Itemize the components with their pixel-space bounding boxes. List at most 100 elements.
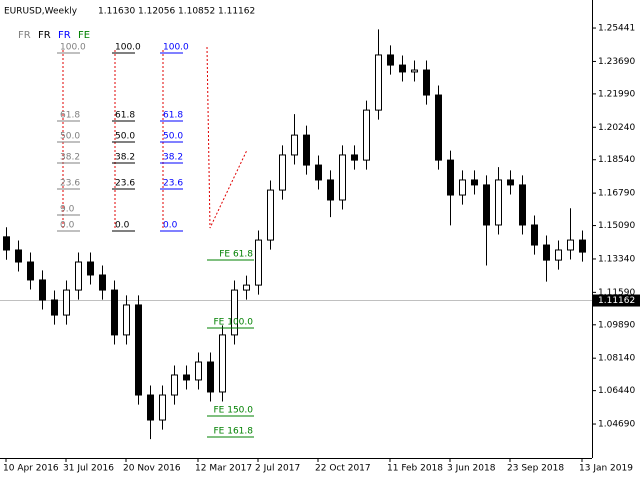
- candle-body: [123, 304, 130, 336]
- current-price-tag: [593, 294, 640, 307]
- fib-level-label: 23.6: [163, 179, 183, 189]
- fib-level-label: 61.8: [115, 111, 135, 121]
- candle-body: [399, 64, 406, 73]
- y-tick-label: 1.16790: [598, 189, 635, 199]
- current-price-label: 1.11162: [598, 296, 635, 306]
- candle-body: [411, 69, 418, 73]
- x-tick-label: 31 Jul 2016: [63, 464, 114, 474]
- x-tick-label: 12 Mar 2017: [195, 464, 252, 474]
- x-tick-label: 10 Apr 2016: [3, 464, 59, 474]
- fib-level-label: 100.0: [163, 43, 189, 53]
- fib-level-label: 38.2: [163, 153, 183, 163]
- candle-body: [195, 361, 202, 381]
- fib-level-label: 100.0: [115, 43, 141, 53]
- candle-body: [579, 239, 586, 253]
- fib-level-label: 0.0: [163, 221, 178, 231]
- candle-body: [15, 249, 22, 263]
- x-tick-label: 23 Sep 2018: [507, 464, 564, 474]
- candle-body: [3, 236, 10, 251]
- y-tick-label: 1.15090: [598, 221, 635, 231]
- fib-level-label: 50.0: [115, 132, 135, 142]
- ohlc-low: 1.10852: [178, 7, 215, 17]
- fib-level-label: 0.0: [115, 221, 130, 231]
- candle-body: [423, 69, 430, 96]
- fe-line: [206, 46, 248, 229]
- y-tick-label: 1.21990: [598, 89, 635, 99]
- y-tick-label: 1.23690: [598, 57, 635, 67]
- candle-body: [111, 289, 118, 336]
- candle-body: [447, 159, 454, 196]
- fib-level-label: 61.8: [163, 111, 183, 121]
- y-tick-label: 1.20240: [598, 123, 635, 133]
- candle-body: [39, 279, 46, 301]
- fib-labels: 100.0 61.8 50.0 38.2 23.6 9.0 0.0 100.0 61.8 50.0…: [57, 43, 254, 438]
- candle-body: [483, 184, 490, 226]
- candle-body: [435, 94, 442, 161]
- y-tick-label: 1.18540: [598, 155, 635, 165]
- candle-body: [507, 179, 514, 186]
- candle-body: [135, 304, 142, 396]
- fe-label: FE 100.0: [214, 318, 254, 328]
- plot: [0, 29, 592, 440]
- y-tick-label: 1.13340: [598, 254, 635, 264]
- candle-body: [207, 361, 214, 393]
- fe-label: FE 150.0: [214, 406, 254, 416]
- candle-body: [75, 261, 82, 291]
- fib-level-label: 50.0: [60, 132, 80, 142]
- candle-body: [231, 289, 238, 336]
- candle-body: [543, 244, 550, 261]
- fib-level-label: 100.0: [60, 43, 86, 53]
- candle-body: [315, 164, 322, 181]
- ohlc-open: 1.11630: [98, 7, 135, 17]
- candle-body: [63, 289, 70, 316]
- y-tick-label: 1.25441: [598, 24, 635, 34]
- fib-level-label: 38.2: [60, 153, 80, 163]
- fib-level-label: 9.0: [60, 205, 75, 215]
- candle-body: [351, 154, 358, 161]
- fib-level-label: 61.8: [60, 111, 80, 121]
- fib-level-label: 23.6: [60, 179, 80, 189]
- candle-body: [555, 249, 562, 261]
- candle-body: [387, 54, 394, 66]
- candle-body: [471, 179, 478, 186]
- fib-level-label: 50.0: [163, 132, 183, 142]
- candle-body: [99, 274, 106, 291]
- candle-body: [267, 189, 274, 241]
- y-tick-label: 1.04690: [598, 420, 635, 430]
- candle-body: [531, 224, 538, 246]
- fib-lines: [62, 46, 248, 230]
- x-tick-label: 13 Jan 2019: [579, 464, 633, 474]
- legend-fr: FR: [58, 30, 71, 41]
- candle-body: [303, 134, 310, 166]
- x-tick-label: 20 Nov 2016: [123, 464, 181, 474]
- y-tick-label: 1.06440: [598, 386, 635, 396]
- fib-level-label: 23.6: [115, 179, 135, 189]
- fib-level-label: 38.2: [115, 153, 135, 163]
- symbol: EURUSD,Weekly: [4, 7, 78, 17]
- ohlc-high: 1.12056: [138, 7, 175, 17]
- candle-body: [339, 154, 346, 201]
- legend-fe: FE: [78, 30, 90, 41]
- candle-body: [51, 299, 58, 316]
- candle-body: [27, 261, 34, 281]
- candle-body: [327, 179, 334, 201]
- fib-level-label: 0.0: [60, 221, 75, 231]
- candle-body: [243, 284, 250, 291]
- candle-body: [459, 179, 466, 196]
- candle-body: [147, 394, 154, 421]
- candle-body: [363, 109, 370, 161]
- candle-body: [291, 134, 298, 156]
- candle-body: [219, 334, 226, 393]
- candle-body: [171, 374, 178, 396]
- candle-body: [279, 154, 286, 191]
- fe-label: FE 161.8: [214, 427, 254, 437]
- candle-body: [567, 239, 574, 251]
- candle-body: [255, 239, 262, 286]
- candle-body: [495, 179, 502, 226]
- candle-body: [519, 184, 526, 226]
- x-tick-label: 3 Jun 2018: [447, 464, 496, 474]
- legend-fr: FR: [38, 30, 51, 41]
- fe-label: FE 61.8: [219, 250, 253, 260]
